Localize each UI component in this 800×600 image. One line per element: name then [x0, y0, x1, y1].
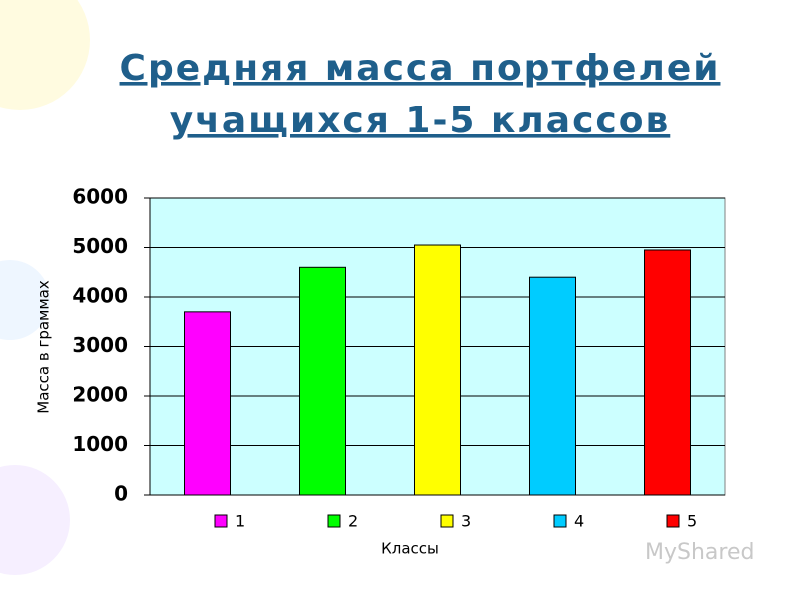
y-tick-label: 0	[114, 482, 128, 506]
legend-swatch	[440, 514, 454, 528]
decor	[0, 0, 90, 110]
bar	[644, 249, 691, 496]
bar	[414, 244, 461, 496]
chart-title: учащихся 1-5 классов	[170, 100, 671, 141]
legend-label: 3	[461, 512, 471, 531]
decor	[0, 465, 70, 575]
x-axis-label: Классы	[381, 540, 439, 558]
legend-swatch	[553, 514, 567, 528]
chart-title: Средняя масса портфелей	[120, 48, 721, 89]
decor	[0, 260, 50, 340]
legend-label: 2	[348, 512, 358, 531]
y-tick-label: 6000	[72, 185, 128, 209]
legend-swatch	[214, 514, 228, 528]
y-tick-label: 5000	[72, 234, 128, 258]
y-tick-label: 3000	[72, 333, 128, 357]
legend-label: 4	[574, 512, 584, 531]
legend-label: 1	[235, 512, 245, 531]
bar	[184, 311, 231, 496]
legend-label: 5	[687, 512, 697, 531]
y-tick-label: 1000	[72, 432, 128, 456]
y-axis-label: Масса в граммах	[35, 280, 53, 414]
y-tick-label: 2000	[72, 383, 128, 407]
watermark: MyShared	[645, 540, 754, 565]
y-tick-label: 4000	[72, 284, 128, 308]
bar	[529, 276, 576, 496]
legend-swatch	[666, 514, 680, 528]
legend-swatch	[327, 514, 341, 528]
bar	[299, 266, 346, 496]
